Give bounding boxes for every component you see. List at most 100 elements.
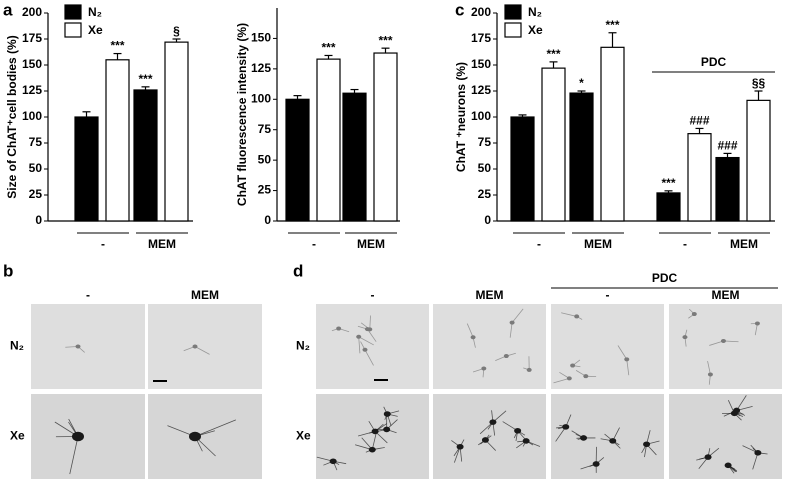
y-tick-label: 125 [22, 83, 42, 97]
neuron [481, 366, 487, 371]
neurite [752, 452, 759, 470]
neurite [511, 308, 524, 323]
micrograph [148, 304, 262, 389]
bar [746, 99, 771, 222]
neuron [580, 435, 588, 441]
column-label: MEM [712, 288, 740, 302]
annotation: ### [689, 114, 709, 128]
y-tick-label: 75 [29, 135, 43, 149]
neurite [364, 349, 374, 366]
y-tick-label: 200 [22, 5, 42, 19]
neuron [72, 431, 84, 442]
neuron [754, 321, 760, 326]
y-tick-label: 175 [471, 31, 491, 45]
y-tick-label: 50 [478, 161, 492, 175]
x-tick-label: - [537, 237, 541, 251]
row-label: N₂ [10, 339, 24, 353]
group-label: PDC [652, 271, 678, 285]
neurite [466, 323, 474, 338]
neurite [194, 419, 237, 437]
neuron [592, 461, 600, 467]
neurite [707, 361, 711, 375]
neurite [369, 315, 371, 330]
legend-swatch [504, 22, 522, 38]
neuron [329, 458, 337, 465]
neuron [609, 438, 617, 444]
column-label: - [371, 288, 375, 302]
micrograph-background [433, 304, 546, 389]
y-tick-label: 150 [22, 57, 42, 71]
y-tick-label: 175 [22, 31, 42, 45]
neuron [368, 446, 376, 453]
y-tick-label: 75 [258, 122, 272, 136]
neurite [371, 433, 377, 450]
y-axis-label: ChAT ⁺neurons (%) [454, 62, 468, 172]
neurite [194, 346, 210, 355]
annotation: *** [138, 72, 152, 86]
neuron [526, 367, 532, 372]
neurite [358, 336, 374, 346]
micrograph [433, 304, 546, 389]
annotation: * [579, 76, 584, 90]
neurite [709, 340, 724, 346]
column-label: - [86, 288, 90, 302]
neuron [583, 374, 589, 379]
micrograph [669, 394, 782, 479]
column-label: MEM [191, 288, 219, 302]
bar [715, 156, 740, 222]
legend-label: Xe [88, 23, 103, 37]
y-tick-label: 100 [471, 109, 491, 123]
neuron [566, 376, 572, 381]
micrograph [669, 304, 782, 389]
neurite [509, 322, 513, 338]
micrograph-background [551, 304, 664, 389]
micrograph-background [433, 394, 546, 479]
neuron [643, 441, 651, 448]
annotation: § [173, 24, 180, 38]
annotation: *** [605, 18, 619, 32]
micrograph [148, 394, 262, 479]
panel-label: d [293, 261, 303, 280]
y-tick-label: 100 [251, 91, 271, 105]
neurite [723, 340, 739, 343]
micrograph-background [148, 394, 262, 479]
row-label: N₂ [296, 339, 310, 353]
neuron [562, 424, 570, 430]
y-axis-label: Size of ChAT⁺cell bodies (%) [5, 35, 19, 198]
neuron [362, 347, 368, 352]
neuron [481, 437, 489, 443]
bar [74, 116, 99, 222]
neurite [561, 312, 577, 317]
y-tick-label: 50 [258, 152, 272, 166]
micrograph [316, 304, 429, 389]
neuron [356, 334, 362, 339]
micrograph [31, 304, 145, 389]
legend-label: N₂ [88, 5, 102, 19]
neuron [724, 462, 732, 469]
x-tick-label: - [312, 237, 316, 251]
bar [541, 67, 566, 222]
bar [600, 46, 625, 222]
panel-label: c [455, 0, 464, 19]
bar [656, 192, 681, 222]
bar [285, 98, 310, 222]
annotation: *** [661, 176, 675, 190]
annotation: *** [546, 47, 560, 61]
y-tick-label: 150 [471, 57, 491, 71]
neuron [456, 443, 464, 450]
bar [133, 89, 158, 222]
neuron [570, 363, 576, 368]
y-tick-label: 100 [22, 109, 42, 123]
neuron [624, 357, 630, 362]
group-label: PDC [701, 55, 727, 69]
x-tick-label: MEM [148, 237, 176, 251]
legend-swatch [64, 22, 82, 38]
column-label: - [606, 288, 610, 302]
bar [510, 116, 535, 222]
neurite [617, 345, 628, 360]
x-tick-label: - [683, 237, 687, 251]
micrograph-background [669, 304, 782, 389]
neuron [704, 454, 712, 460]
legend-label: Xe [528, 23, 543, 37]
